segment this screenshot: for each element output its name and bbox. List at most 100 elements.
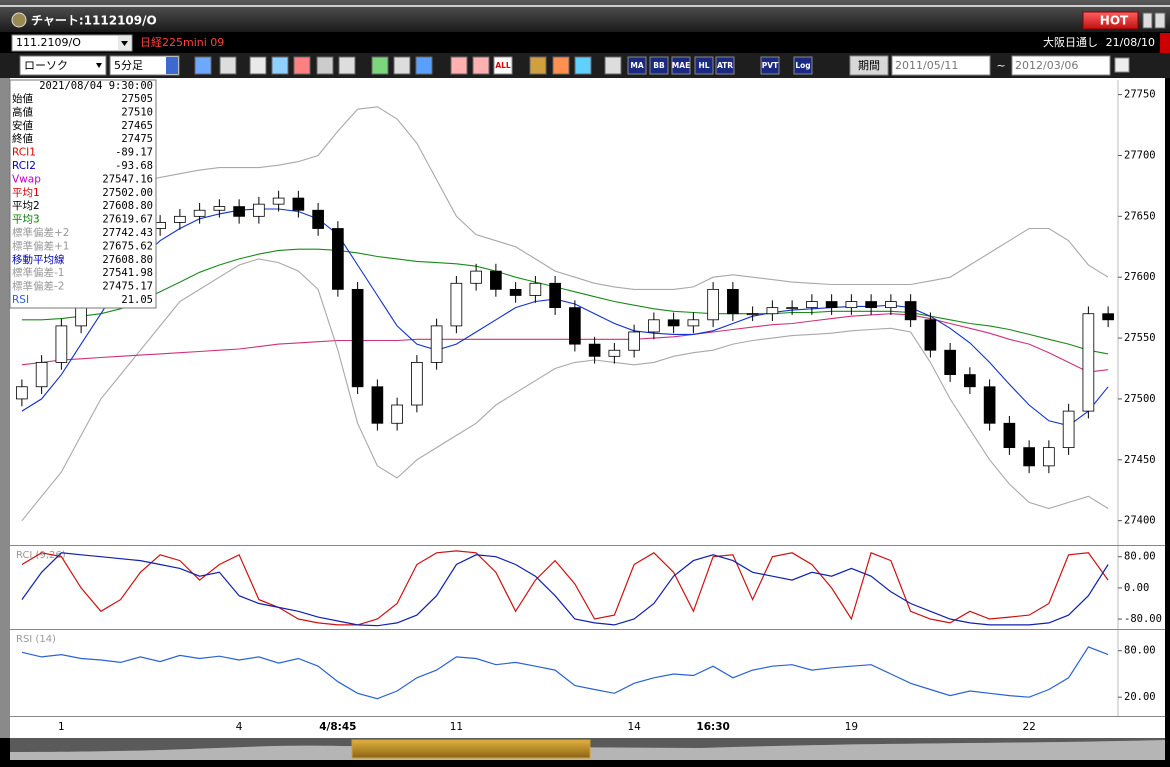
candle-body	[1082, 313, 1095, 412]
app-icon	[11, 12, 27, 28]
info-label: 平均3	[12, 214, 40, 226]
x-tick-label: 1	[58, 721, 65, 733]
info-label: 移動平均線	[12, 253, 65, 266]
y-tick-label: 27600	[1124, 271, 1156, 283]
candle-body	[845, 301, 858, 309]
candle-body	[806, 301, 818, 309]
header-stripe	[1160, 33, 1170, 53]
toolbar-button[interactable]	[760, 56, 780, 75]
symbol: 111.2109/O	[16, 36, 81, 49]
checkbox[interactable]	[1114, 57, 1130, 73]
toolbar-button-label[interactable]: MA	[630, 61, 643, 70]
combo-arrow-icon	[121, 41, 128, 46]
candle-body	[213, 206, 226, 211]
toolbar-button[interactable]	[715, 56, 735, 75]
toolbar-icon[interactable]	[472, 56, 490, 75]
to-date: 2012/03/06	[1015, 59, 1078, 72]
toolbar-icon[interactable]	[316, 56, 334, 75]
toolbar-icon[interactable]	[194, 56, 212, 75]
toolbar-icon[interactable]	[271, 56, 289, 75]
window-bottom	[0, 760, 1170, 767]
to-date-box[interactable]	[1011, 55, 1111, 76]
toolbar-button-label[interactable]: PVT	[762, 61, 779, 70]
candle-body	[55, 325, 68, 363]
y-tick-label: 80.00	[1124, 645, 1156, 657]
y-tick-label: 27450	[1124, 454, 1156, 466]
toolbar-icon[interactable]	[371, 56, 389, 75]
toolbar-icon[interactable]	[529, 56, 547, 75]
interval-combo[interactable]	[109, 55, 180, 76]
toolbar-icon[interactable]	[415, 56, 433, 75]
toolbar-button-label[interactable]: HL	[698, 61, 709, 70]
symbol-combo[interactable]	[11, 34, 133, 52]
toolbar-icon[interactable]	[393, 56, 411, 75]
scrollbar-thumb[interactable]	[351, 739, 591, 759]
toolbar-icon[interactable]	[574, 56, 592, 75]
info-label: 終値	[12, 132, 33, 145]
toolbar-button-label[interactable]: ATR	[717, 61, 733, 70]
info-value: 27547.16	[102, 173, 153, 185]
header-row	[0, 33, 1170, 53]
toolbar-button[interactable]	[671, 56, 691, 75]
candle-body	[964, 374, 976, 388]
toolbar-button[interactable]	[627, 56, 647, 75]
toolbar-button-label[interactable]: ALL	[495, 61, 511, 70]
combo-arrow[interactable]	[166, 57, 178, 74]
candle-body	[253, 203, 265, 217]
toolbar-icon[interactable]	[450, 56, 468, 75]
toolbar-icon[interactable]	[293, 56, 311, 75]
window-button[interactable]	[1142, 12, 1153, 29]
hot-label[interactable]: HOT	[1100, 14, 1129, 28]
candle-body	[16, 386, 28, 400]
info-value: 27619.67	[102, 214, 153, 226]
candle-body	[351, 288, 364, 388]
x-tick-label: 4/8:45	[319, 721, 356, 733]
candle-body	[193, 209, 206, 217]
candle-body	[332, 228, 344, 290]
toolbar-icon[interactable]	[249, 56, 267, 75]
info-value: 27475.17	[102, 281, 153, 293]
info-value: 27505	[121, 93, 153, 105]
x-tick-label: 14	[627, 721, 641, 733]
toolbar-button-label[interactable]: Log	[795, 61, 810, 70]
candle-body	[1023, 447, 1035, 467]
series-line	[21, 552, 1109, 627]
instrument-name: 日経225mini 09	[140, 36, 224, 49]
info-datetime: 2021/08/04 9:30:00	[39, 80, 153, 92]
y-tick-label: 80.00	[1124, 551, 1156, 563]
from-date-box[interactable]	[891, 55, 991, 76]
window-button[interactable]	[1154, 12, 1166, 29]
toolbar-icon[interactable]	[338, 56, 356, 75]
candle-body	[490, 270, 502, 290]
toolbar-button-label[interactable]: BB	[653, 61, 665, 70]
period-button[interactable]	[849, 55, 889, 76]
y-tick-label: 27550	[1124, 332, 1156, 344]
hot-button[interactable]	[1082, 11, 1139, 30]
toolbar-button[interactable]	[694, 56, 714, 75]
interval: 5分足	[114, 59, 143, 72]
toolbar-icon[interactable]	[604, 56, 622, 75]
toolbar-button[interactable]	[649, 56, 669, 75]
candle-body	[1102, 313, 1114, 321]
title-bar	[0, 0, 1170, 32]
candle-body	[628, 331, 640, 351]
combo-arrow-icon	[96, 63, 102, 68]
y-tick-label: -80.00	[1124, 613, 1162, 625]
candle-body	[667, 319, 680, 327]
candle-body	[272, 197, 285, 205]
toolbar-button[interactable]	[493, 56, 513, 75]
candle-body	[509, 288, 522, 296]
candle-body	[588, 343, 601, 357]
candle-body	[174, 215, 186, 223]
toolbar-button[interactable]	[793, 56, 813, 75]
toolbar-icon[interactable]	[552, 56, 570, 75]
candle-body	[786, 307, 798, 310]
info-label: 始値	[12, 92, 33, 105]
overlay-line	[21, 106, 1109, 290]
toolbar-icon[interactable]	[219, 56, 237, 75]
toolbar-button-label[interactable]: MAE	[672, 61, 690, 70]
y-tick-label: 20.00	[1124, 691, 1156, 703]
style-combo[interactable]	[19, 55, 107, 76]
session: 大阪日通し	[1043, 35, 1098, 49]
y-tick-label: 27500	[1124, 393, 1156, 405]
